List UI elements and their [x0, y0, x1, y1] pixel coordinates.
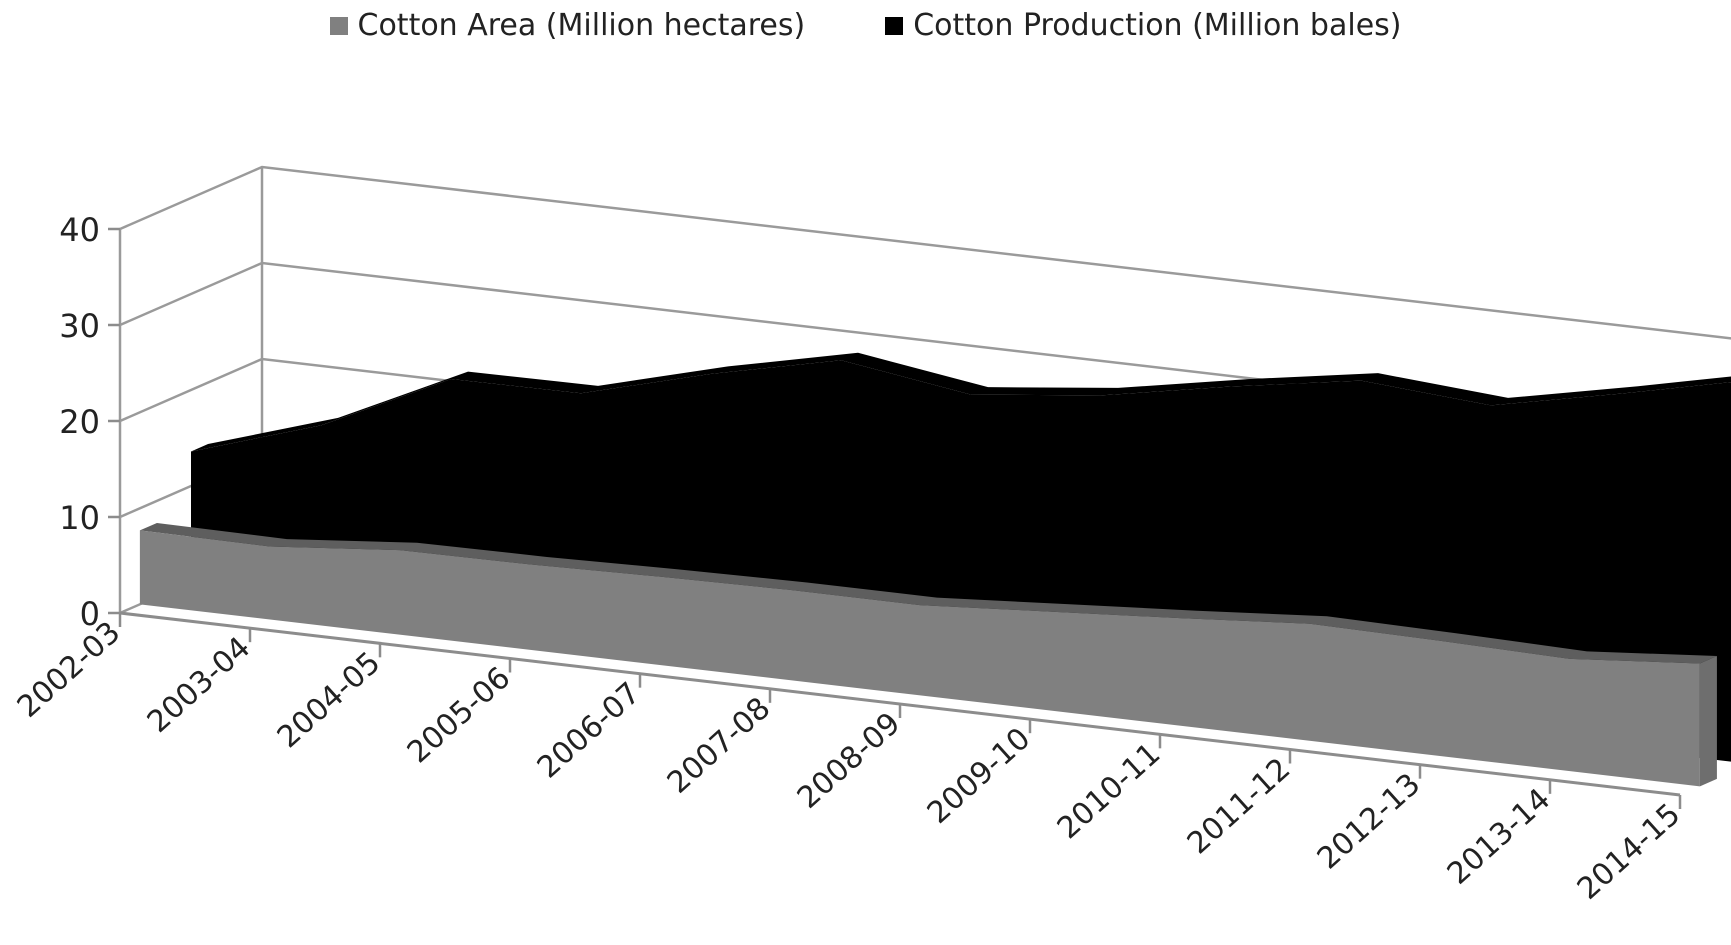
y-tick-label-40: 40: [59, 211, 100, 249]
series-area-top: [139, 522, 1717, 664]
legend-label-area: Cotton Area (Million hectares): [357, 8, 806, 43]
legend-label-production: Cotton Production (Million bales): [913, 8, 1402, 43]
x-tick-label-2012-13: 2012-13: [1311, 767, 1428, 877]
x-tick-label-2009-10: 2009-10: [921, 721, 1038, 831]
series-areas: [139, 352, 1731, 787]
y-tick-label-0: 0: [80, 595, 100, 633]
gridline-40: [119, 165, 1731, 340]
y-tick-label-20: 20: [59, 403, 100, 441]
y-tick-label-10: 10: [59, 499, 100, 537]
x-tick-label-2008-09: 2008-09: [791, 706, 908, 816]
x-tick-label-2010-11: 2010-11: [1051, 736, 1168, 846]
axes: [108, 227, 1682, 809]
y-tick-label-30: 30: [59, 307, 100, 345]
series-area-front: [139, 530, 1700, 787]
x-tick-label-2002-03: 2002-03: [11, 615, 128, 725]
x-tick-label-2003-04: 2003-04: [141, 630, 258, 740]
legend-item-production: Cotton Production (Million bales): [885, 8, 1401, 43]
legend-item-area: Cotton Area (Million hectares): [329, 8, 806, 43]
legend-swatch-area: [329, 16, 348, 35]
legend-swatch-production: [885, 16, 904, 35]
x-tick-label-2014-15: 2014-15: [1571, 797, 1688, 907]
series-production-top: [191, 352, 1731, 452]
x-tick-label-2013-14: 2013-14: [1441, 782, 1558, 892]
x-tick-label-2006-07: 2006-07: [531, 676, 648, 786]
series-area-side: [1699, 656, 1717, 787]
x-tick-label-2007-08: 2007-08: [661, 691, 778, 801]
x-tick-label-2004-05: 2004-05: [271, 645, 388, 755]
x-tick-label-2005-06: 2005-06: [401, 660, 518, 770]
x-tick-label-2011-12: 2011-12: [1181, 751, 1298, 861]
chart-legend: Cotton Area (Million hectares) Cotton Pr…: [0, 8, 1731, 43]
